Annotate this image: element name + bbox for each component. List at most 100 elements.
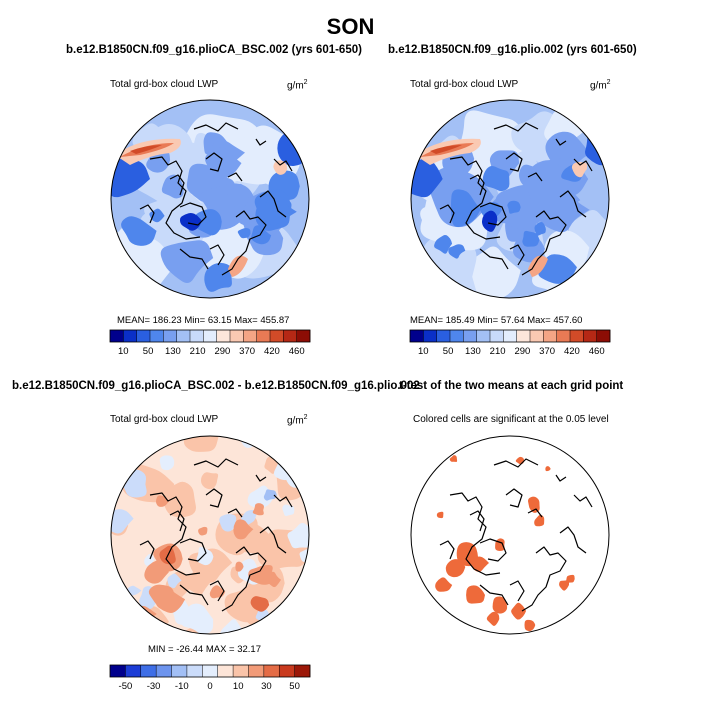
field-background xyxy=(411,436,609,634)
coastline xyxy=(193,122,239,132)
colorbar-tick-label: -10 xyxy=(175,681,189,692)
colorbar-tick-label: 10 xyxy=(233,681,244,692)
colorbar-bottom-left: -50 -30 -10 0 10 30 50 xyxy=(109,664,311,692)
colorbar-swatch xyxy=(263,665,280,677)
field-cell xyxy=(121,216,157,246)
field-cell xyxy=(263,195,297,226)
field-cell xyxy=(219,514,237,532)
map-outline xyxy=(410,99,610,299)
coastline xyxy=(573,494,593,508)
colorbar-tick-label: 130 xyxy=(165,346,181,357)
coastline xyxy=(179,584,209,606)
colorbar-swatch xyxy=(530,330,544,342)
field-cell xyxy=(430,145,462,154)
coastline xyxy=(139,540,155,560)
colorbar-tick-label: 370 xyxy=(239,346,255,357)
coastline xyxy=(205,488,223,508)
field-cell xyxy=(538,254,577,284)
panel-title-bottom-left: b.e12.B1850CN.f09_g16.plioCA_BSC.002 - b… xyxy=(12,380,420,392)
coastline xyxy=(209,244,225,266)
colorbar-tick-label: 130 xyxy=(465,346,481,357)
significant-cell xyxy=(471,556,489,572)
field-cell xyxy=(235,561,244,572)
coastline xyxy=(479,202,507,226)
map-outline xyxy=(110,435,310,635)
coastline xyxy=(449,156,501,240)
panel-units-bottom-left: g/m2 xyxy=(287,414,308,427)
colorbar-tick-label: 460 xyxy=(589,346,605,357)
colorbar-frame xyxy=(409,329,611,343)
field-cell xyxy=(571,162,588,178)
field-cell xyxy=(159,455,175,471)
panel-variable-label-top-left: Total grd-box cloud LWP xyxy=(110,79,219,90)
colorbar-frame xyxy=(109,664,311,678)
colorbar-swatch xyxy=(140,665,157,677)
coastline xyxy=(493,122,539,132)
coastline xyxy=(527,172,543,182)
significant-cell xyxy=(534,514,545,527)
field-cell xyxy=(252,503,264,516)
colorbar-swatch xyxy=(490,330,504,342)
significant-cell xyxy=(445,559,466,578)
significant-cell xyxy=(545,466,551,472)
colorbar-swatch xyxy=(503,330,517,342)
colorbar-top-left: 10 50 130 210 290 370 420 460 xyxy=(109,329,311,357)
colorbar-tick-label: 420 xyxy=(264,346,280,357)
colorbar-tick-label: 50 xyxy=(289,681,300,692)
field-cell xyxy=(248,564,273,585)
coastline xyxy=(493,458,539,468)
colorbar-swatch xyxy=(217,665,234,677)
coastline xyxy=(209,580,225,602)
polar-map-bottom-left xyxy=(110,435,310,635)
coastline xyxy=(221,546,267,612)
colorbar-swatch xyxy=(450,330,464,342)
field-cell xyxy=(525,160,579,215)
coastline xyxy=(193,458,239,468)
coastline xyxy=(469,510,485,532)
colorbar-tick-label: 10 xyxy=(418,346,429,357)
significant-cell xyxy=(435,577,453,592)
coastline xyxy=(439,540,455,560)
field-cell xyxy=(160,240,214,283)
coastline xyxy=(169,510,185,532)
coastline xyxy=(521,210,567,276)
coastline xyxy=(479,538,507,562)
significant-cell xyxy=(436,511,444,519)
panel-units-top-right: g/m2 xyxy=(590,79,611,92)
coastline xyxy=(555,474,567,482)
colorbar-swatch xyxy=(190,330,204,342)
coastline xyxy=(555,138,567,146)
colorbar-tick-label: -50 xyxy=(119,681,133,692)
colorbar-swatch xyxy=(436,330,451,342)
coastline xyxy=(139,204,155,224)
colorbar-swatch xyxy=(203,330,217,342)
field-cell xyxy=(450,189,481,227)
significant-cell xyxy=(486,611,500,626)
colorbar-swatch xyxy=(583,330,597,342)
map-outline xyxy=(410,435,610,635)
coastline xyxy=(273,158,293,172)
field-cell xyxy=(259,611,309,634)
field-cell xyxy=(448,244,466,259)
coastline xyxy=(255,138,267,146)
field-cell xyxy=(284,458,309,488)
coastline xyxy=(227,172,243,182)
polar-map-top-right xyxy=(410,99,610,299)
coastline xyxy=(259,190,287,218)
field-cell xyxy=(528,255,548,277)
coastline xyxy=(559,190,587,218)
colorbar-tick-label: 460 xyxy=(289,346,305,357)
field-cell xyxy=(534,221,546,236)
significant-cell xyxy=(524,619,536,632)
significant-cell xyxy=(559,580,569,591)
figure-title: SON xyxy=(326,14,375,39)
panel-title-bottom-right: t-test of the two means at each grid poi… xyxy=(399,380,624,392)
field-cell xyxy=(204,147,242,179)
field-cell xyxy=(251,225,272,245)
field-cell xyxy=(130,145,162,154)
field-cell xyxy=(411,158,443,198)
colorbar-swatch xyxy=(283,330,297,342)
coastline xyxy=(255,474,267,482)
colorbar-swatch xyxy=(570,330,584,342)
stats-top-right: MEAN= 185.49 Min= 57.64 Max= 457.60 xyxy=(410,315,583,326)
